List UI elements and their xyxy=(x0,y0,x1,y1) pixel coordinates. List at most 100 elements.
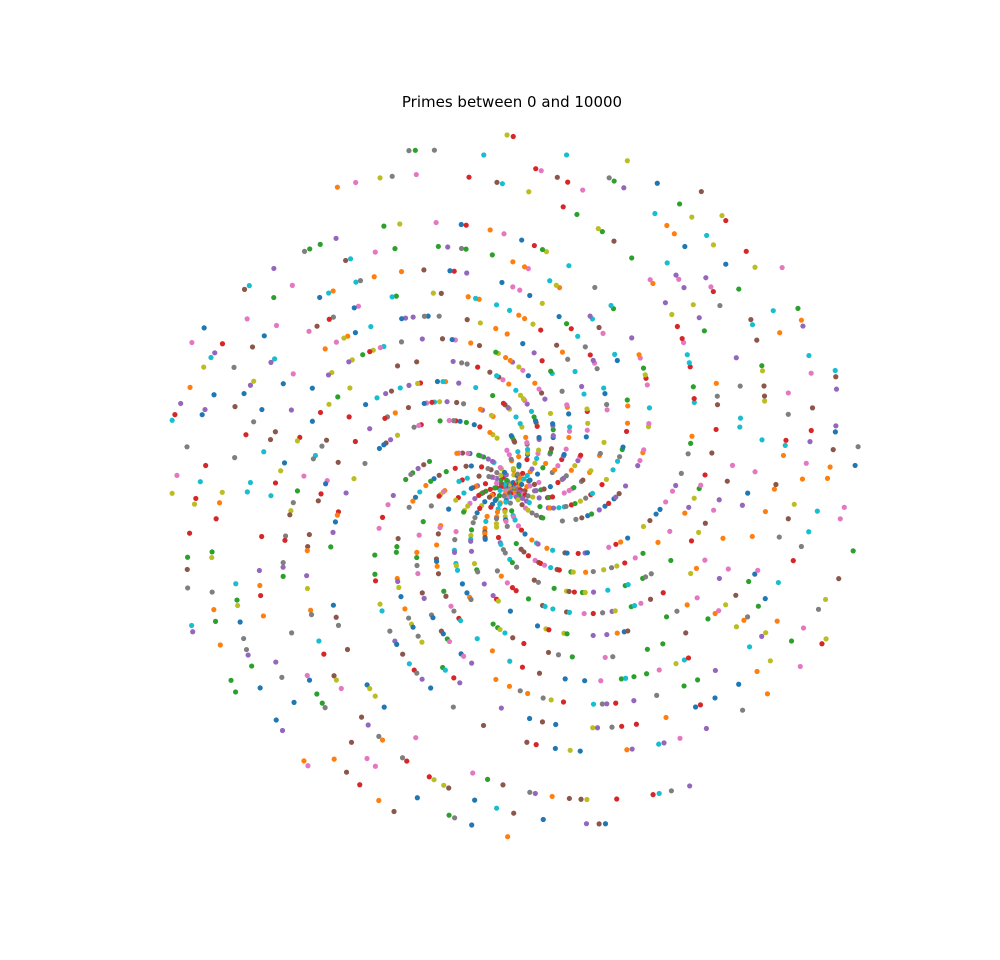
prime-point xyxy=(472,797,478,803)
prime-point xyxy=(334,512,340,518)
prime-point xyxy=(685,655,692,661)
prime-point xyxy=(169,417,175,423)
prime-point xyxy=(800,323,806,329)
prime-point xyxy=(544,545,550,551)
prime-point xyxy=(272,429,278,435)
prime-point xyxy=(493,676,499,683)
prime-point xyxy=(640,550,646,556)
prime-point xyxy=(564,631,570,637)
prime-point xyxy=(317,294,323,301)
prime-point xyxy=(696,529,702,535)
prime-point xyxy=(446,506,452,512)
prime-point xyxy=(540,695,546,701)
prime-point xyxy=(531,350,537,356)
prime-point xyxy=(577,748,583,754)
prime-point xyxy=(241,635,247,642)
prime-point xyxy=(480,722,487,729)
prime-point xyxy=(476,492,482,499)
prime-point xyxy=(660,590,666,596)
prime-point xyxy=(570,569,576,575)
prime-point xyxy=(416,532,422,538)
prime-point xyxy=(494,435,500,441)
prime-point xyxy=(309,418,315,424)
prime-point xyxy=(287,512,293,518)
prime-point xyxy=(470,770,476,776)
prime-point xyxy=(556,505,562,511)
prime-point xyxy=(779,264,785,271)
prime-point xyxy=(306,677,313,683)
prime-point xyxy=(647,517,653,524)
prime-point xyxy=(709,450,715,456)
prime-point xyxy=(437,524,443,531)
prime-point xyxy=(775,579,781,586)
prime-point xyxy=(791,501,797,507)
prime-point xyxy=(582,344,588,350)
prime-point xyxy=(421,400,427,407)
prime-point xyxy=(602,503,608,509)
prime-point xyxy=(516,454,522,460)
prime-point xyxy=(271,294,277,301)
prime-point xyxy=(654,180,660,186)
prime-point xyxy=(497,501,503,507)
prime-point xyxy=(822,596,829,603)
prime-point xyxy=(583,495,589,501)
prime-point xyxy=(852,462,858,469)
prime-point xyxy=(483,518,489,524)
prime-point xyxy=(652,210,658,217)
prime-point xyxy=(601,567,607,573)
prime-point xyxy=(594,366,600,372)
prime-point xyxy=(325,372,332,378)
prime-point xyxy=(290,371,296,377)
prime-point xyxy=(674,323,680,330)
prime-point xyxy=(323,481,329,487)
prime-point xyxy=(468,340,474,346)
prime-point xyxy=(507,500,513,506)
prime-point xyxy=(566,434,572,441)
prime-point xyxy=(515,471,521,477)
prime-point xyxy=(474,510,480,516)
prime-point xyxy=(717,302,723,309)
prime-point xyxy=(536,670,543,676)
prime-point xyxy=(421,595,427,601)
prime-point xyxy=(509,508,515,514)
prime-point xyxy=(708,284,714,290)
prime-point xyxy=(521,264,528,270)
prime-point xyxy=(512,517,518,523)
prime-point xyxy=(688,570,694,577)
prime-point xyxy=(656,741,662,747)
prime-point xyxy=(807,439,813,445)
prime-point xyxy=(461,653,467,659)
prime-point xyxy=(457,680,463,686)
prime-point xyxy=(352,438,358,445)
prime-point xyxy=(309,385,315,391)
prime-point xyxy=(527,477,533,483)
prime-point xyxy=(830,447,836,453)
prime-point xyxy=(394,432,401,438)
prime-point xyxy=(237,619,243,625)
prime-point xyxy=(643,671,650,677)
prime-point xyxy=(503,518,509,525)
prime-point xyxy=(535,579,541,585)
prime-point xyxy=(650,792,656,798)
prime-point xyxy=(492,485,498,491)
prime-point xyxy=(379,608,385,614)
prime-point xyxy=(532,790,538,797)
prime-point xyxy=(494,373,500,379)
prime-point xyxy=(581,391,587,397)
prime-point xyxy=(759,368,766,374)
prime-point xyxy=(465,450,471,456)
prime-point xyxy=(364,755,370,762)
prime-point xyxy=(353,279,359,285)
prime-point xyxy=(783,437,789,443)
prime-point xyxy=(679,335,685,342)
prime-point xyxy=(504,331,510,337)
prime-point xyxy=(613,494,619,500)
prime-point xyxy=(668,788,674,794)
prime-point xyxy=(610,654,616,660)
prime-point xyxy=(538,390,545,396)
prime-point xyxy=(306,328,312,334)
prime-point xyxy=(468,532,474,539)
prime-point xyxy=(764,691,771,697)
prime-point xyxy=(291,699,297,706)
prime-point xyxy=(524,472,530,479)
